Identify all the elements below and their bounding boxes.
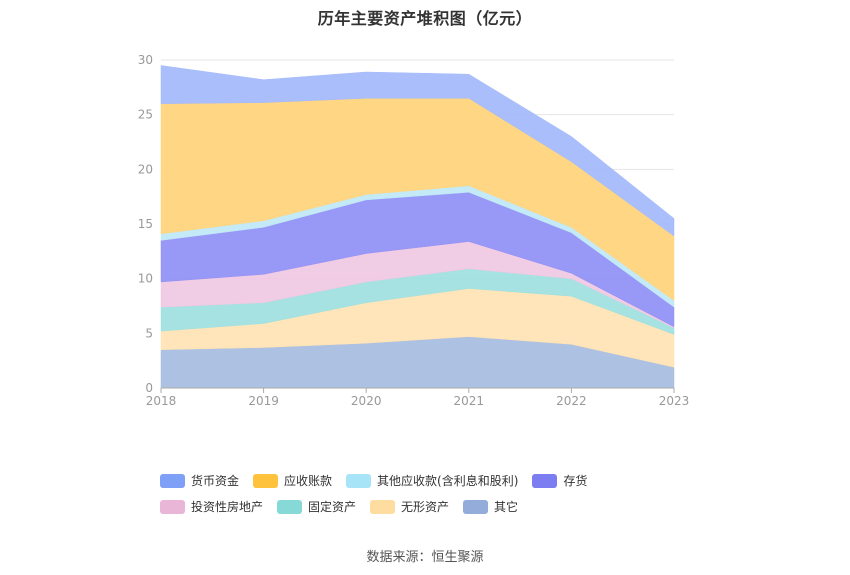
legend-item[interactable]: 存货	[532, 472, 587, 489]
y-tick-label: 0	[145, 381, 153, 395]
legend-swatch	[463, 499, 489, 514]
legend-item[interactable]: 应收账款	[253, 472, 332, 489]
area-series-7	[160, 65, 675, 237]
legend-swatch	[277, 499, 303, 514]
x-tick-label: 2019	[248, 394, 279, 408]
chart-title: 历年主要资产堆积图（亿元）	[317, 9, 533, 28]
y-tick-label: 25	[138, 108, 153, 122]
legend-label: 应收账款	[284, 474, 333, 488]
legend-item[interactable]: 无形资产	[370, 498, 449, 515]
legend-item[interactable]: 固定资产	[277, 498, 356, 515]
legend-swatch	[346, 473, 372, 488]
legend-label: 其它	[494, 500, 519, 514]
x-tick-label: 2021	[454, 394, 485, 408]
legend-swatch	[532, 473, 558, 488]
legend-item[interactable]: 其它	[463, 498, 518, 515]
stacked-area-chart: 0 5 10 15 20 25 30 2018 2019 2020 2021 2022 2023	[138, 53, 690, 408]
y-tick-label: 5	[145, 326, 153, 340]
y-tick-label: 15	[138, 217, 153, 231]
y-tick-label: 10	[138, 272, 153, 286]
legend-swatch	[253, 473, 279, 488]
x-tick-label: 2020	[351, 394, 382, 408]
legend-item[interactable]: 其他应收款(含利息和股利)	[346, 472, 518, 489]
legend-label: 存货	[563, 474, 588, 488]
y-tick-label: 30	[138, 53, 153, 67]
legend-item[interactable]: 投资性房地产	[160, 498, 263, 515]
chart-legend: 货币资金 应收账款 其他应收款(含利息和股利) 存货投资性房地产 固定资产 无形资产 其它	[160, 472, 700, 515]
legend-item[interactable]: 货币资金	[160, 472, 239, 489]
x-tick-label: 2022	[556, 394, 587, 408]
data-source: 数据来源：恒生聚源	[366, 550, 484, 565]
legend-label: 其他应收款(含利息和股利)	[377, 474, 519, 488]
x-tick-label: 2023	[659, 394, 690, 408]
x-tick-label: 2018	[146, 394, 177, 408]
legend-label: 无形资产	[401, 500, 450, 514]
legend-label: 固定资产	[308, 500, 357, 514]
legend-swatch	[160, 499, 185, 514]
legend-swatch	[370, 499, 396, 514]
legend-label: 投资性房地产	[191, 500, 264, 514]
legend-swatch	[160, 473, 185, 488]
legend-label: 货币资金	[191, 474, 240, 488]
y-tick-label: 20	[138, 162, 153, 176]
